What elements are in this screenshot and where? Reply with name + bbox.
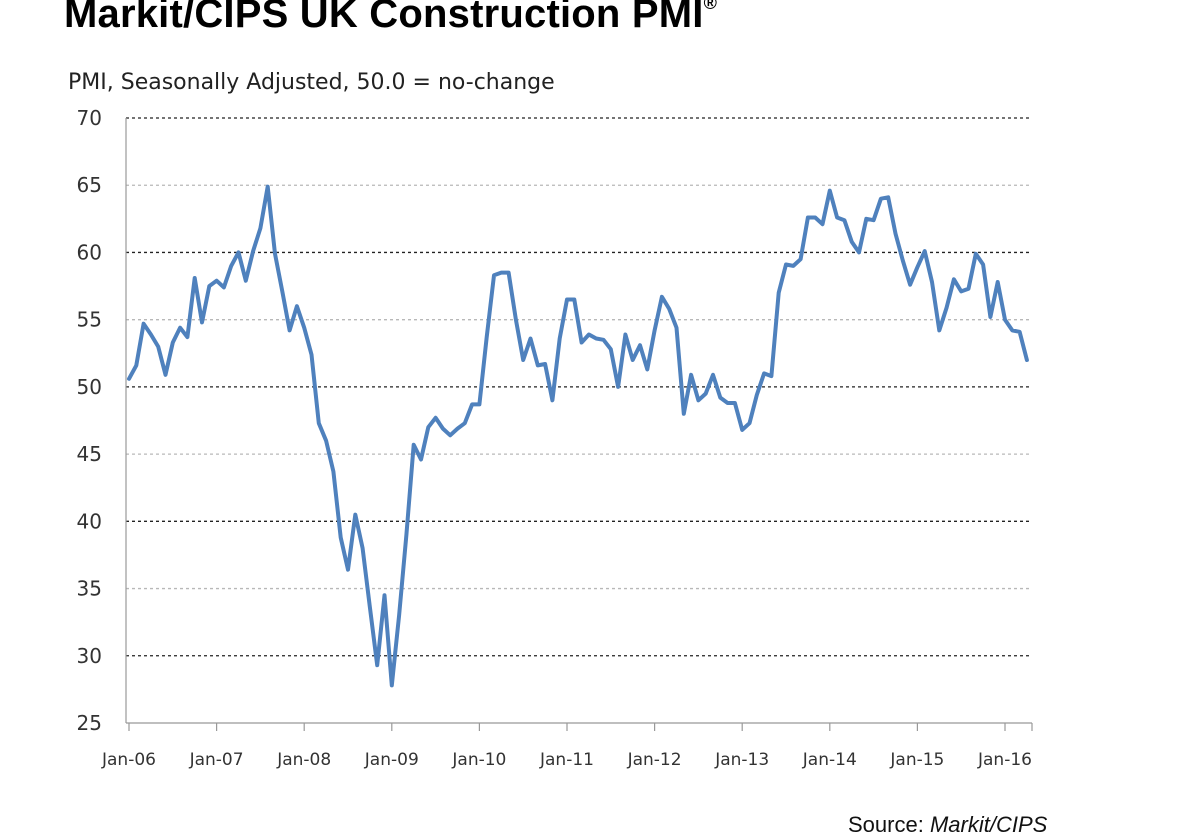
y-tick-label-35: 35 [77, 577, 102, 601]
y-tick-label-30: 30 [77, 644, 102, 668]
registered-mark: ® [703, 0, 718, 13]
gridlines [126, 117, 1032, 657]
x-tick-label-Jan-09: Jan-09 [364, 750, 419, 770]
x-tick-label-Jan-13: Jan-13 [714, 750, 769, 770]
source-note: Source: Markit/CIPS [848, 812, 1047, 838]
pmi-series-line [127, 184, 1029, 688]
x-tick-label-Jan-12: Jan-12 [627, 750, 682, 770]
chart-title-text: Markit/CIPS UK Construction PMI [64, 0, 704, 36]
y-tick-label-25: 25 [77, 711, 102, 735]
y-tick-label-70: 70 [77, 106, 102, 130]
x-tick-label-Jan-08: Jan-08 [276, 750, 331, 770]
x-tick-label-Jan-15: Jan-15 [889, 750, 944, 770]
y-tick-label-65: 65 [77, 173, 102, 197]
y-tick-label-40: 40 [77, 509, 102, 533]
source-prefix: Source: [848, 812, 930, 837]
x-axis-ticks: Jan-06 Jan-07 Jan-08 Jan-09 Jan-10 Jan-11 Jan-… [101, 723, 1033, 770]
x-tick-label-Jan-16: Jan-16 [977, 750, 1032, 770]
y-tick-label-55: 55 [77, 308, 102, 332]
x-tick-label-Jan-11: Jan-11 [539, 750, 594, 770]
chart-subtitle: PMI, Seasonally Adjusted, 50.0 = no-chan… [68, 70, 555, 95]
x-tick-label-Jan-07: Jan-07 [189, 750, 244, 770]
source-name: Markit/CIPS [929, 812, 1048, 837]
axes [125, 118, 1032, 724]
series-layer [127, 184, 1029, 688]
chart-title: Markit/CIPS UK Construction PMI® [64, 0, 717, 37]
y-tick-label-60: 60 [77, 240, 102, 264]
y-axis-ticks: 25 30 35 40 45 50 55 60 65 70 [77, 106, 102, 735]
x-tick-label-Jan-10: Jan-10 [451, 750, 506, 770]
x-tick-label-Jan-14: Jan-14 [802, 750, 857, 770]
x-tick-label-Jan-06: Jan-06 [101, 750, 156, 770]
y-tick-label-45: 45 [77, 442, 102, 466]
y-tick-label-50: 50 [77, 375, 102, 399]
